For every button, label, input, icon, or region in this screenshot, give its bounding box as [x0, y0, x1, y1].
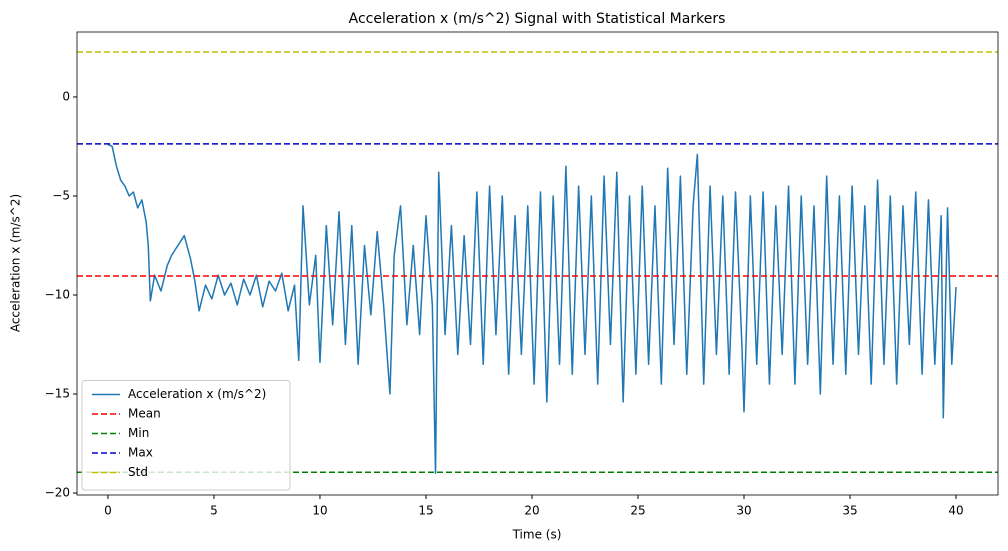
signal-line — [107, 143, 957, 474]
x-tick-label: 30 — [736, 504, 751, 518]
legend: Acceleration x (m/s^2) Mean Min Max Std — [81, 380, 291, 491]
legend-label: Std — [128, 465, 148, 479]
x-tick-label: 15 — [418, 504, 433, 518]
y-tick-label: −15 — [45, 387, 70, 401]
y-tick-label: −20 — [45, 486, 70, 500]
x-tick-label: 10 — [312, 504, 327, 518]
legend-label: Min — [128, 426, 149, 440]
y-tick-label: −5 — [52, 188, 70, 202]
y-axis-label: Acceleration x (m/s^2) — [9, 194, 23, 332]
chart-title: Acceleration x (m/s^2) Signal with Stati… — [349, 11, 726, 27]
legend-label: Max — [128, 446, 153, 460]
x-tick-label: 35 — [842, 504, 857, 518]
plot-frame — [76, 31, 999, 496]
y-tick-label: 0 — [62, 89, 70, 103]
legend-box — [81, 380, 291, 491]
y-tick-label: −10 — [45, 287, 70, 301]
x-tick-label: 40 — [948, 504, 963, 518]
x-tick-label: 20 — [524, 504, 539, 518]
x-tick-label: 25 — [630, 504, 645, 518]
legend-label: Acceleration x (m/s^2) — [128, 387, 266, 401]
x-tick-label: 0 — [104, 504, 112, 518]
legend-label: Mean — [128, 407, 161, 421]
x-axis-label: Time (s) — [512, 528, 562, 542]
x-tick-label: 5 — [210, 504, 218, 518]
